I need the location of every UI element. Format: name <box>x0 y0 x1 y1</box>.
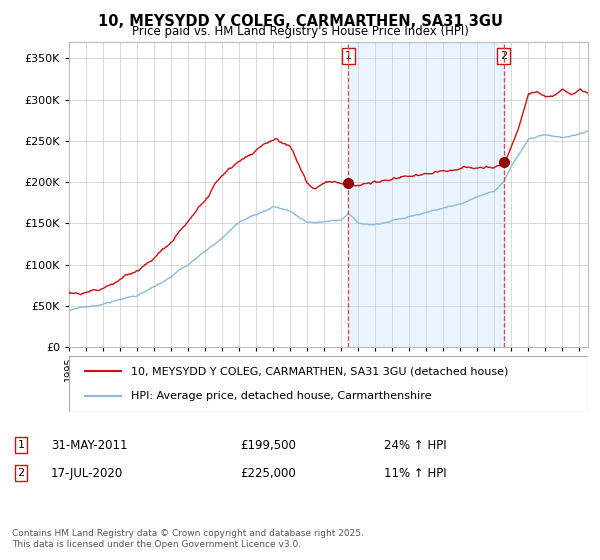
Text: 17-JUL-2020: 17-JUL-2020 <box>51 466 123 480</box>
Text: 1: 1 <box>345 51 352 61</box>
Text: 10, MEYSYDD Y COLEG, CARMARTHEN, SA31 3GU: 10, MEYSYDD Y COLEG, CARMARTHEN, SA31 3G… <box>97 14 503 29</box>
Text: 31-MAY-2011: 31-MAY-2011 <box>51 438 128 452</box>
Text: 1: 1 <box>17 440 25 450</box>
Text: Contains HM Land Registry data © Crown copyright and database right 2025.
This d: Contains HM Land Registry data © Crown c… <box>12 529 364 549</box>
Text: Price paid vs. HM Land Registry's House Price Index (HPI): Price paid vs. HM Land Registry's House … <box>131 25 469 38</box>
Text: 2: 2 <box>500 51 507 61</box>
Text: 24% ↑ HPI: 24% ↑ HPI <box>384 438 446 452</box>
Text: 10, MEYSYDD Y COLEG, CARMARTHEN, SA31 3GU (detached house): 10, MEYSYDD Y COLEG, CARMARTHEN, SA31 3G… <box>131 366 509 376</box>
FancyBboxPatch shape <box>69 356 588 412</box>
Text: 11% ↑ HPI: 11% ↑ HPI <box>384 466 446 480</box>
Bar <box>349 42 503 347</box>
Text: £225,000: £225,000 <box>240 466 296 480</box>
Text: 2: 2 <box>17 468 25 478</box>
Text: HPI: Average price, detached house, Carmarthenshire: HPI: Average price, detached house, Carm… <box>131 391 432 401</box>
Text: £199,500: £199,500 <box>240 438 296 452</box>
